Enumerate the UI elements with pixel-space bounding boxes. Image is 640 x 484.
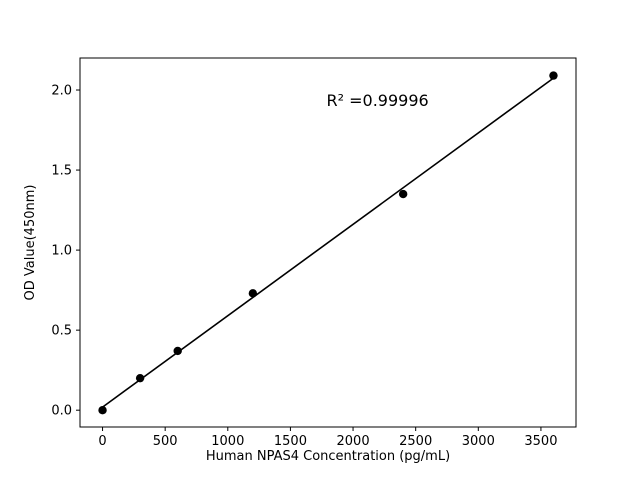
y-tick-label: 0.0	[51, 404, 72, 419]
data-point	[398, 189, 408, 199]
r-squared-annotation: R² =0.99996	[327, 91, 429, 110]
y-tick-label: 1.0	[51, 244, 72, 259]
data-point	[549, 71, 558, 80]
y-tick-label: 0.5	[51, 324, 72, 339]
x-tick-label: 0	[98, 434, 106, 449]
x-tick-label: 2000	[337, 434, 370, 449]
y-axis-label: OD Value(450nm)	[23, 185, 38, 301]
data-point	[98, 405, 107, 415]
axes-spines	[79, 57, 577, 428]
x-axis-label: Human NPAS4 Concentration (pg/mL)	[206, 449, 450, 464]
data-point	[173, 346, 182, 356]
x-tick-label: 500	[153, 434, 178, 449]
data-point	[135, 373, 145, 383]
data-point	[248, 289, 258, 298]
y-tick-label: 1.5	[51, 164, 72, 179]
x-tick-label: 3500	[524, 434, 557, 449]
x-tick-label: 3000	[462, 434, 495, 449]
x-tick-label: 1500	[274, 434, 307, 449]
y-tick-label: 2.0	[51, 84, 72, 99]
x-tick-label: 1000	[211, 434, 244, 449]
x-tick-label: 2500	[399, 434, 432, 449]
